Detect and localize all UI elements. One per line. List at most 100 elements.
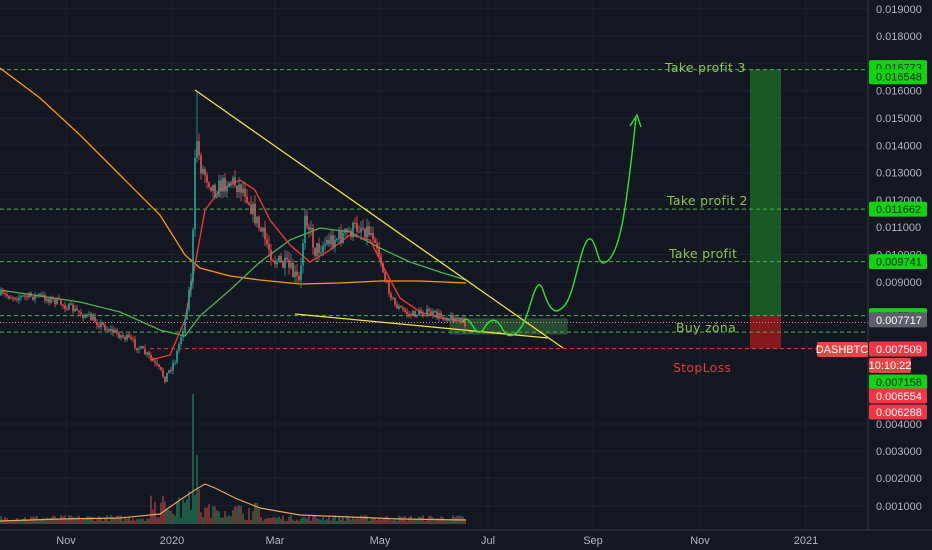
volume-bar	[374, 517, 376, 524]
volume-bar	[222, 517, 224, 524]
candle-body	[448, 318, 450, 321]
volume-bar	[38, 519, 40, 524]
candle-body	[174, 362, 176, 364]
candle-body	[100, 322, 102, 328]
volume-bar	[152, 509, 154, 524]
volume-bar	[336, 520, 338, 524]
candle-body	[294, 271, 296, 278]
candle-body	[54, 299, 56, 305]
candle-body	[416, 314, 418, 317]
volume-bar	[442, 517, 444, 524]
candle-body	[332, 235, 334, 247]
volume-bar	[116, 515, 118, 524]
volume-bar	[200, 512, 202, 524]
volume-bar	[220, 517, 222, 524]
volume-bar	[286, 520, 288, 524]
candle-body	[142, 346, 144, 349]
candle-body	[128, 334, 130, 338]
candle-body	[302, 243, 304, 266]
candle-body	[52, 297, 54, 300]
volume-bar	[272, 517, 274, 524]
candle-body	[210, 186, 212, 191]
volume-bar	[426, 520, 428, 524]
volume-bar	[128, 516, 130, 524]
price-tag	[869, 69, 927, 85]
candle-body	[154, 361, 156, 363]
price-tag-label: 0.007509	[876, 344, 922, 356]
ma-200-line	[0, 67, 467, 285]
volume-bar	[312, 515, 314, 524]
volume-bar	[122, 520, 124, 524]
candle-body	[34, 295, 36, 300]
candle-body	[178, 343, 180, 351]
candle-body	[308, 226, 310, 230]
candle-body	[164, 376, 166, 382]
volume-bar	[70, 515, 72, 524]
candle-body	[456, 317, 458, 320]
volume-bar	[214, 506, 216, 524]
volume-bar	[400, 516, 402, 524]
volume-bar	[184, 502, 186, 524]
volume-bar	[86, 516, 88, 524]
volume-bar	[102, 520, 104, 524]
countdown-label: 10:10:22	[869, 360, 912, 372]
candle-body	[328, 239, 330, 245]
candle-body	[200, 155, 202, 174]
take-profit-2-label: Take profit 2	[666, 193, 748, 208]
candle-body	[404, 309, 406, 312]
candle-body	[68, 303, 70, 310]
volume-bar	[350, 519, 352, 524]
volume-bar	[276, 517, 278, 524]
volume-bar	[28, 519, 30, 524]
candle-body	[136, 347, 138, 350]
candle-body	[134, 339, 136, 348]
candle-body	[340, 230, 342, 244]
volume-bar	[76, 517, 78, 524]
volume-bar	[292, 519, 294, 524]
volume-bar	[142, 518, 144, 524]
candle-body	[300, 265, 302, 281]
candle-body	[108, 329, 110, 332]
price-tags: 0.0167730.0165480.0116620.0097410.007760…	[869, 60, 927, 420]
candle-body	[364, 228, 366, 238]
price-tag-label: 0.007158	[876, 377, 922, 389]
volume-bar	[114, 517, 116, 524]
candle-body	[90, 313, 92, 321]
volume-bar	[314, 515, 316, 524]
candle-body	[218, 180, 220, 197]
candle-body	[354, 222, 356, 224]
volume-bar	[146, 518, 148, 524]
volume-bar	[74, 517, 76, 524]
candle-body	[244, 188, 246, 197]
volume-bar	[440, 516, 442, 524]
volume-bar	[290, 515, 292, 524]
volume-bar	[450, 518, 452, 524]
volume-bar	[414, 518, 416, 524]
projection-path	[462, 113, 642, 337]
volume-bar	[370, 519, 372, 524]
candle-body	[320, 252, 322, 254]
candle-body	[368, 226, 370, 236]
volume-bar	[418, 516, 420, 524]
candle-body	[118, 333, 120, 339]
candle-body	[28, 293, 30, 298]
candle-body	[94, 316, 96, 323]
volume-bar	[236, 506, 238, 524]
volume-bar	[58, 518, 60, 524]
volume-bar	[322, 517, 324, 524]
volume-bar	[320, 519, 322, 524]
volume-bar	[326, 519, 328, 524]
volume-bar	[288, 516, 290, 524]
candle-body	[266, 239, 268, 245]
volume-bar	[174, 515, 176, 524]
x-tick-label: May	[370, 535, 391, 547]
candle-body	[206, 174, 208, 183]
volume-bar	[358, 518, 360, 524]
volume-bar	[100, 517, 102, 524]
candle-body	[412, 310, 414, 316]
candle-body	[64, 305, 66, 309]
candle-body	[56, 298, 58, 305]
volume-bar	[154, 501, 156, 524]
candle-body	[420, 310, 422, 314]
